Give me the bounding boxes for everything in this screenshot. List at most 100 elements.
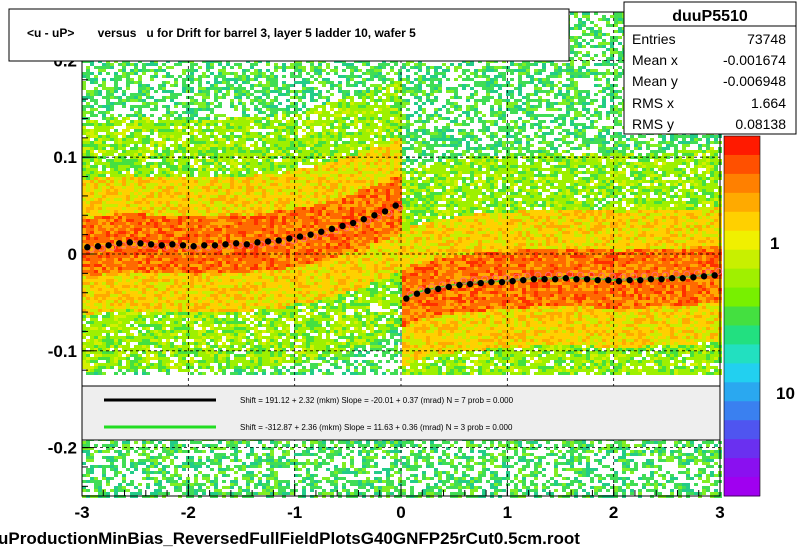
heat-cell: [154, 75, 158, 78]
heat-cell: [170, 204, 174, 207]
heat-cell: [226, 231, 230, 234]
heat-cell: [90, 459, 94, 462]
heat-cell: [202, 204, 206, 207]
heat-cell: [174, 444, 178, 447]
heat-cell: [110, 462, 114, 465]
heat-cell: [146, 456, 150, 459]
heat-cell: [110, 264, 114, 267]
heat-cell: [186, 123, 190, 126]
heat-cell: [198, 201, 202, 204]
heat-cell: [198, 303, 202, 306]
heat-cell: [146, 483, 150, 486]
heat-cell: [222, 81, 226, 84]
heat-cell: [210, 201, 214, 204]
heat-cell: [230, 195, 234, 198]
heat-cell: [98, 351, 102, 354]
heat-cell: [150, 123, 154, 126]
heat-cell: [238, 252, 242, 255]
heat-cell: [226, 222, 230, 225]
heat-cell: [150, 465, 154, 468]
heat-cell: [102, 492, 106, 495]
heat-cell: [214, 300, 218, 303]
heat-cell: [106, 267, 110, 270]
heat-cell: [214, 357, 218, 360]
heat-cell: [114, 216, 118, 219]
heat-cell: [82, 207, 86, 210]
heat-cell: [238, 354, 242, 357]
heat-cell: [174, 132, 178, 135]
heat-cell: [102, 324, 106, 327]
heat-cell: [242, 198, 246, 201]
heat-cell: [170, 159, 174, 162]
heat-cell: [230, 240, 234, 243]
heat-cell: [118, 138, 122, 141]
heat-cell: [250, 165, 254, 168]
heat-cell: [258, 102, 262, 105]
heat-cell: [138, 336, 142, 339]
heat-cell: [110, 162, 114, 165]
heat-cell: [218, 183, 222, 186]
heat-cell: [238, 243, 242, 246]
heat-cell: [214, 480, 218, 483]
heat-cell: [166, 219, 170, 222]
heat-cell: [262, 213, 266, 216]
heat-cell: [94, 228, 98, 231]
heat-cell: [102, 210, 106, 213]
heat-cell: [146, 228, 150, 231]
heat-cell: [154, 90, 158, 93]
heat-cell: [162, 249, 166, 252]
heat-cell: [198, 372, 202, 375]
heat-cell: [162, 153, 166, 156]
heat-cell: [126, 114, 130, 117]
heat-cell: [162, 297, 166, 300]
heat-cell: [230, 483, 234, 486]
heat-cell: [210, 288, 214, 291]
heat-cell: [198, 186, 202, 189]
heat-cell: [190, 327, 194, 330]
heat-cell: [210, 315, 214, 318]
heat-cell: [134, 159, 138, 162]
heat-cell: [118, 276, 122, 279]
heat-cell: [98, 135, 102, 138]
heat-cell: [90, 225, 94, 228]
heat-cell: [102, 489, 106, 492]
heat-cell: [258, 123, 262, 126]
heat-cell: [86, 183, 90, 186]
heat-cell: [138, 135, 142, 138]
heat-cell: [102, 327, 106, 330]
heat-cell: [110, 216, 114, 219]
heat-cell: [202, 483, 206, 486]
heat-cell: [146, 123, 150, 126]
heat-cell: [242, 477, 246, 480]
heat-cell: [118, 114, 122, 117]
heat-cell: [170, 213, 174, 216]
heat-cell: [202, 264, 206, 267]
heat-cell: [142, 294, 146, 297]
heat-cell: [258, 264, 262, 267]
heat-cell: [222, 246, 226, 249]
heat-cell: [94, 294, 98, 297]
heat-cell: [126, 483, 130, 486]
heat-cell: [134, 144, 138, 147]
heat-cell: [246, 195, 250, 198]
heat-cell: [210, 141, 214, 144]
heat-cell: [134, 219, 138, 222]
heat-cell: [126, 153, 130, 156]
heat-cell: [130, 351, 134, 354]
heat-cell: [226, 93, 230, 96]
heat-cell: [126, 282, 130, 285]
heat-cell: [142, 198, 146, 201]
heat-cell: [138, 108, 142, 111]
heat-cell: [174, 270, 178, 273]
heat-cell: [102, 372, 106, 375]
heat-cell: [110, 312, 114, 315]
heat-cell: [86, 300, 90, 303]
heat-cell: [158, 165, 162, 168]
heat-cell: [98, 228, 102, 231]
heat-cell: [230, 210, 234, 213]
heat-cell: [118, 360, 122, 363]
heat-cell: [118, 219, 122, 222]
heat-cell: [174, 450, 178, 453]
heat-cell: [254, 195, 258, 198]
heat-cell: [190, 225, 194, 228]
